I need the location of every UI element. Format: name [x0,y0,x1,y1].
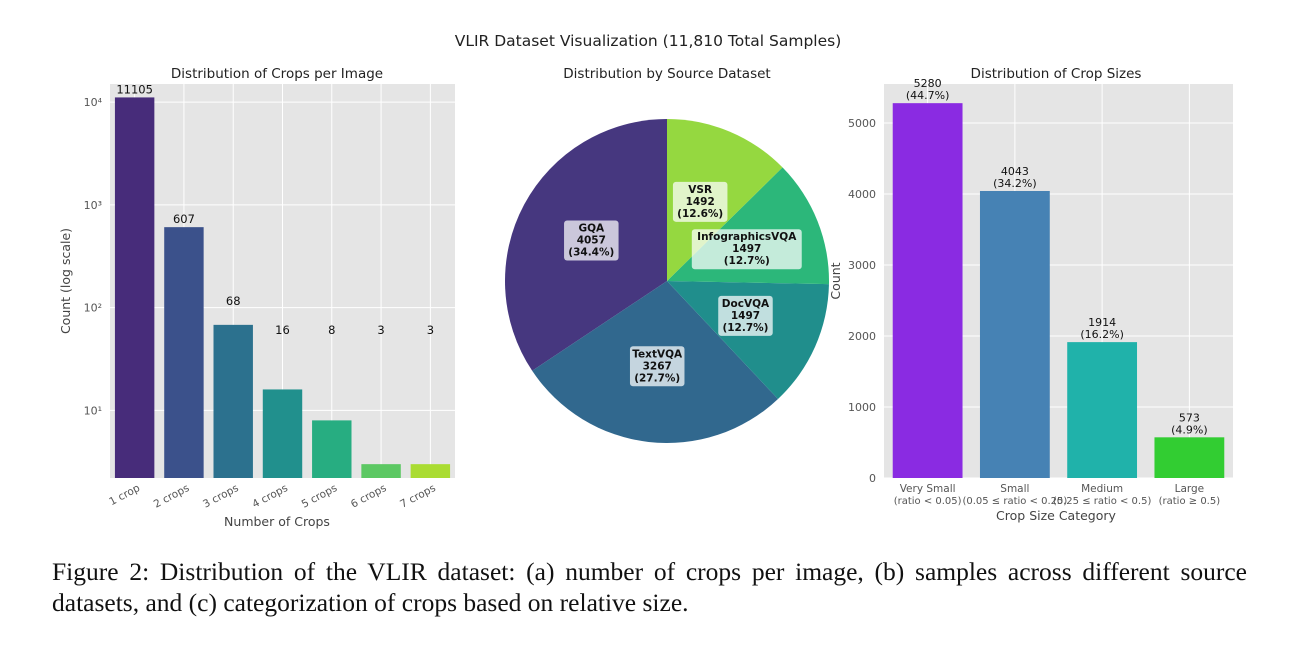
crop-sizes-y-tick-label: 5000 [848,117,876,130]
crops-bar [361,464,401,478]
crop-sizes-y-tick-label: 2000 [848,330,876,343]
crops-y-tick-label: 10⁴ [84,96,103,109]
pie-label-name: VSR [688,184,712,196]
crop-sizes-percent-label: (34.2%) [993,177,1037,190]
crop-sizes-x-tick-range: (0.25 ≤ ratio < 0.5) [1053,496,1152,507]
crop-sizes-y-tick-label: 0 [869,472,876,485]
pie-label-value: 1497 [731,310,760,322]
pie-label-percent: (12.6%) [677,208,723,220]
crop-sizes-bar [1154,437,1225,478]
crops-x-tick-label: 1 crop [107,482,142,508]
pie-label-name: InfographicsVQA [697,231,797,243]
crops-value-label: 3 [377,323,384,337]
crops-x-tick-label: 6 crops [349,482,389,511]
pie-label-box [672,181,728,222]
pie-label-percent: (12.7%) [724,255,770,267]
pie-label-value: 1497 [732,243,761,255]
crops-value-label: 11105 [116,82,153,96]
pie-label-name: DocVQA [722,298,770,310]
crops-y-tick-label: 10¹ [84,404,102,417]
crop-sizes-x-tick-name: Medium [1081,483,1123,495]
pie-label-box [564,220,619,261]
crops-value-label: 3 [427,323,434,337]
crop-sizes-y-tick-label: 4000 [848,188,876,201]
crops-value-label: 607 [173,212,195,226]
pie-chart-title: Distribution by Source Dataset [563,66,770,82]
crop-sizes-bar [892,103,963,478]
crop-sizes-percent-label: (16.2%) [1080,328,1124,341]
crops-x-tick-label: 7 crops [398,482,438,511]
crops-per-image-chart: 11105 607 68 16 8 3 3 10¹ 10² 10³ 10⁴ 1 crop 2 cro… [58,66,455,529]
crops-y-tick-label: 10² [84,302,102,315]
crop-sizes-bar [979,190,1050,478]
crop-sizes-percent-label: (4.9%) [1171,423,1208,436]
crop-sizes-x-tick-range: (ratio ≥ 0.5) [1159,496,1221,507]
source-dataset-pie-chart: Distribution by Source Dataset GQA4057(3… [505,66,829,443]
pie-label-name: GQA [578,222,605,234]
crop-sizes-y-axis-label: Count [828,262,843,299]
crop-sizes-x-tick-name: Small [1000,483,1029,495]
pie-label-percent: (12.7%) [722,322,768,334]
crop-sizes-value-label: 573 [1179,411,1200,424]
crops-x-tick-label: 2 crops [152,482,192,511]
crop-sizes-percent-label: (44.7%) [906,89,950,102]
crops-value-label: 68 [226,294,241,308]
pie-label-value: 3267 [643,360,672,372]
crop-sizes-x-tick-range: (ratio < 0.05) [894,496,962,507]
crop-sizes-chart-title: Distribution of Crop Sizes [971,66,1142,82]
crops-x-tick-label: 4 crops [250,482,290,511]
crops-y-axis-label: Count (log scale) [58,228,73,334]
crop-sizes-x-tick-name: Very Small [900,483,956,495]
pie-label-value: 4057 [577,234,606,246]
pie-label-box [691,229,802,270]
figure-canvas: VLIR Dataset Visualization (11,810 Total… [58,32,1233,529]
pie-label-box [718,295,773,336]
crop-sizes-chart: 5280(44.7%) 4043(34.2%) 1914(16.2%) 573(4.9… [828,66,1233,523]
crop-sizes-value-label: 4043 [1001,165,1029,178]
pie-label-box [629,346,685,387]
crop-sizes-value-label: 5280 [914,77,942,90]
figure-suptitle: VLIR Dataset Visualization (11,810 Total… [455,32,842,50]
crop-sizes-y-tick-label: 3000 [848,259,876,272]
crops-bar [213,324,253,478]
crops-x-axis-label: Number of Crops [224,514,330,529]
crop-sizes-x-axis-label: Crop Size Category [996,508,1116,523]
pie-label-value: 1492 [686,196,715,208]
crops-x-tick-label: 3 crops [201,482,241,511]
crop-sizes-value-label: 1914 [1088,316,1116,329]
crops-x-tick-label: 5 crops [300,482,340,511]
crops-value-label: 16 [275,323,290,337]
crops-y-tick-label: 10³ [84,199,102,212]
crops-bar [114,97,155,478]
pie-slice [667,281,829,399]
crop-sizes-x-tick-range: (0.05 ≤ ratio < 0.25) [962,496,1067,507]
crop-sizes-y-tick-label: 1000 [848,401,876,414]
crops-bar [312,420,352,478]
crop-sizes-x-tick-name: Large [1175,483,1205,495]
figure-caption: Figure 2: Distribution of the VLIR datas… [52,557,1247,617]
crops-bar [262,389,303,478]
crops-bar [410,464,451,478]
crop-sizes-bar [1067,342,1138,478]
crops-bar [164,227,204,478]
pie-label-percent: (27.7%) [634,372,680,384]
pie-label-percent: (34.4%) [568,246,614,258]
pie-label-name: TextVQA [632,348,683,360]
crops-chart-title: Distribution of Crops per Image [171,66,383,82]
crops-value-label: 8 [328,323,335,337]
